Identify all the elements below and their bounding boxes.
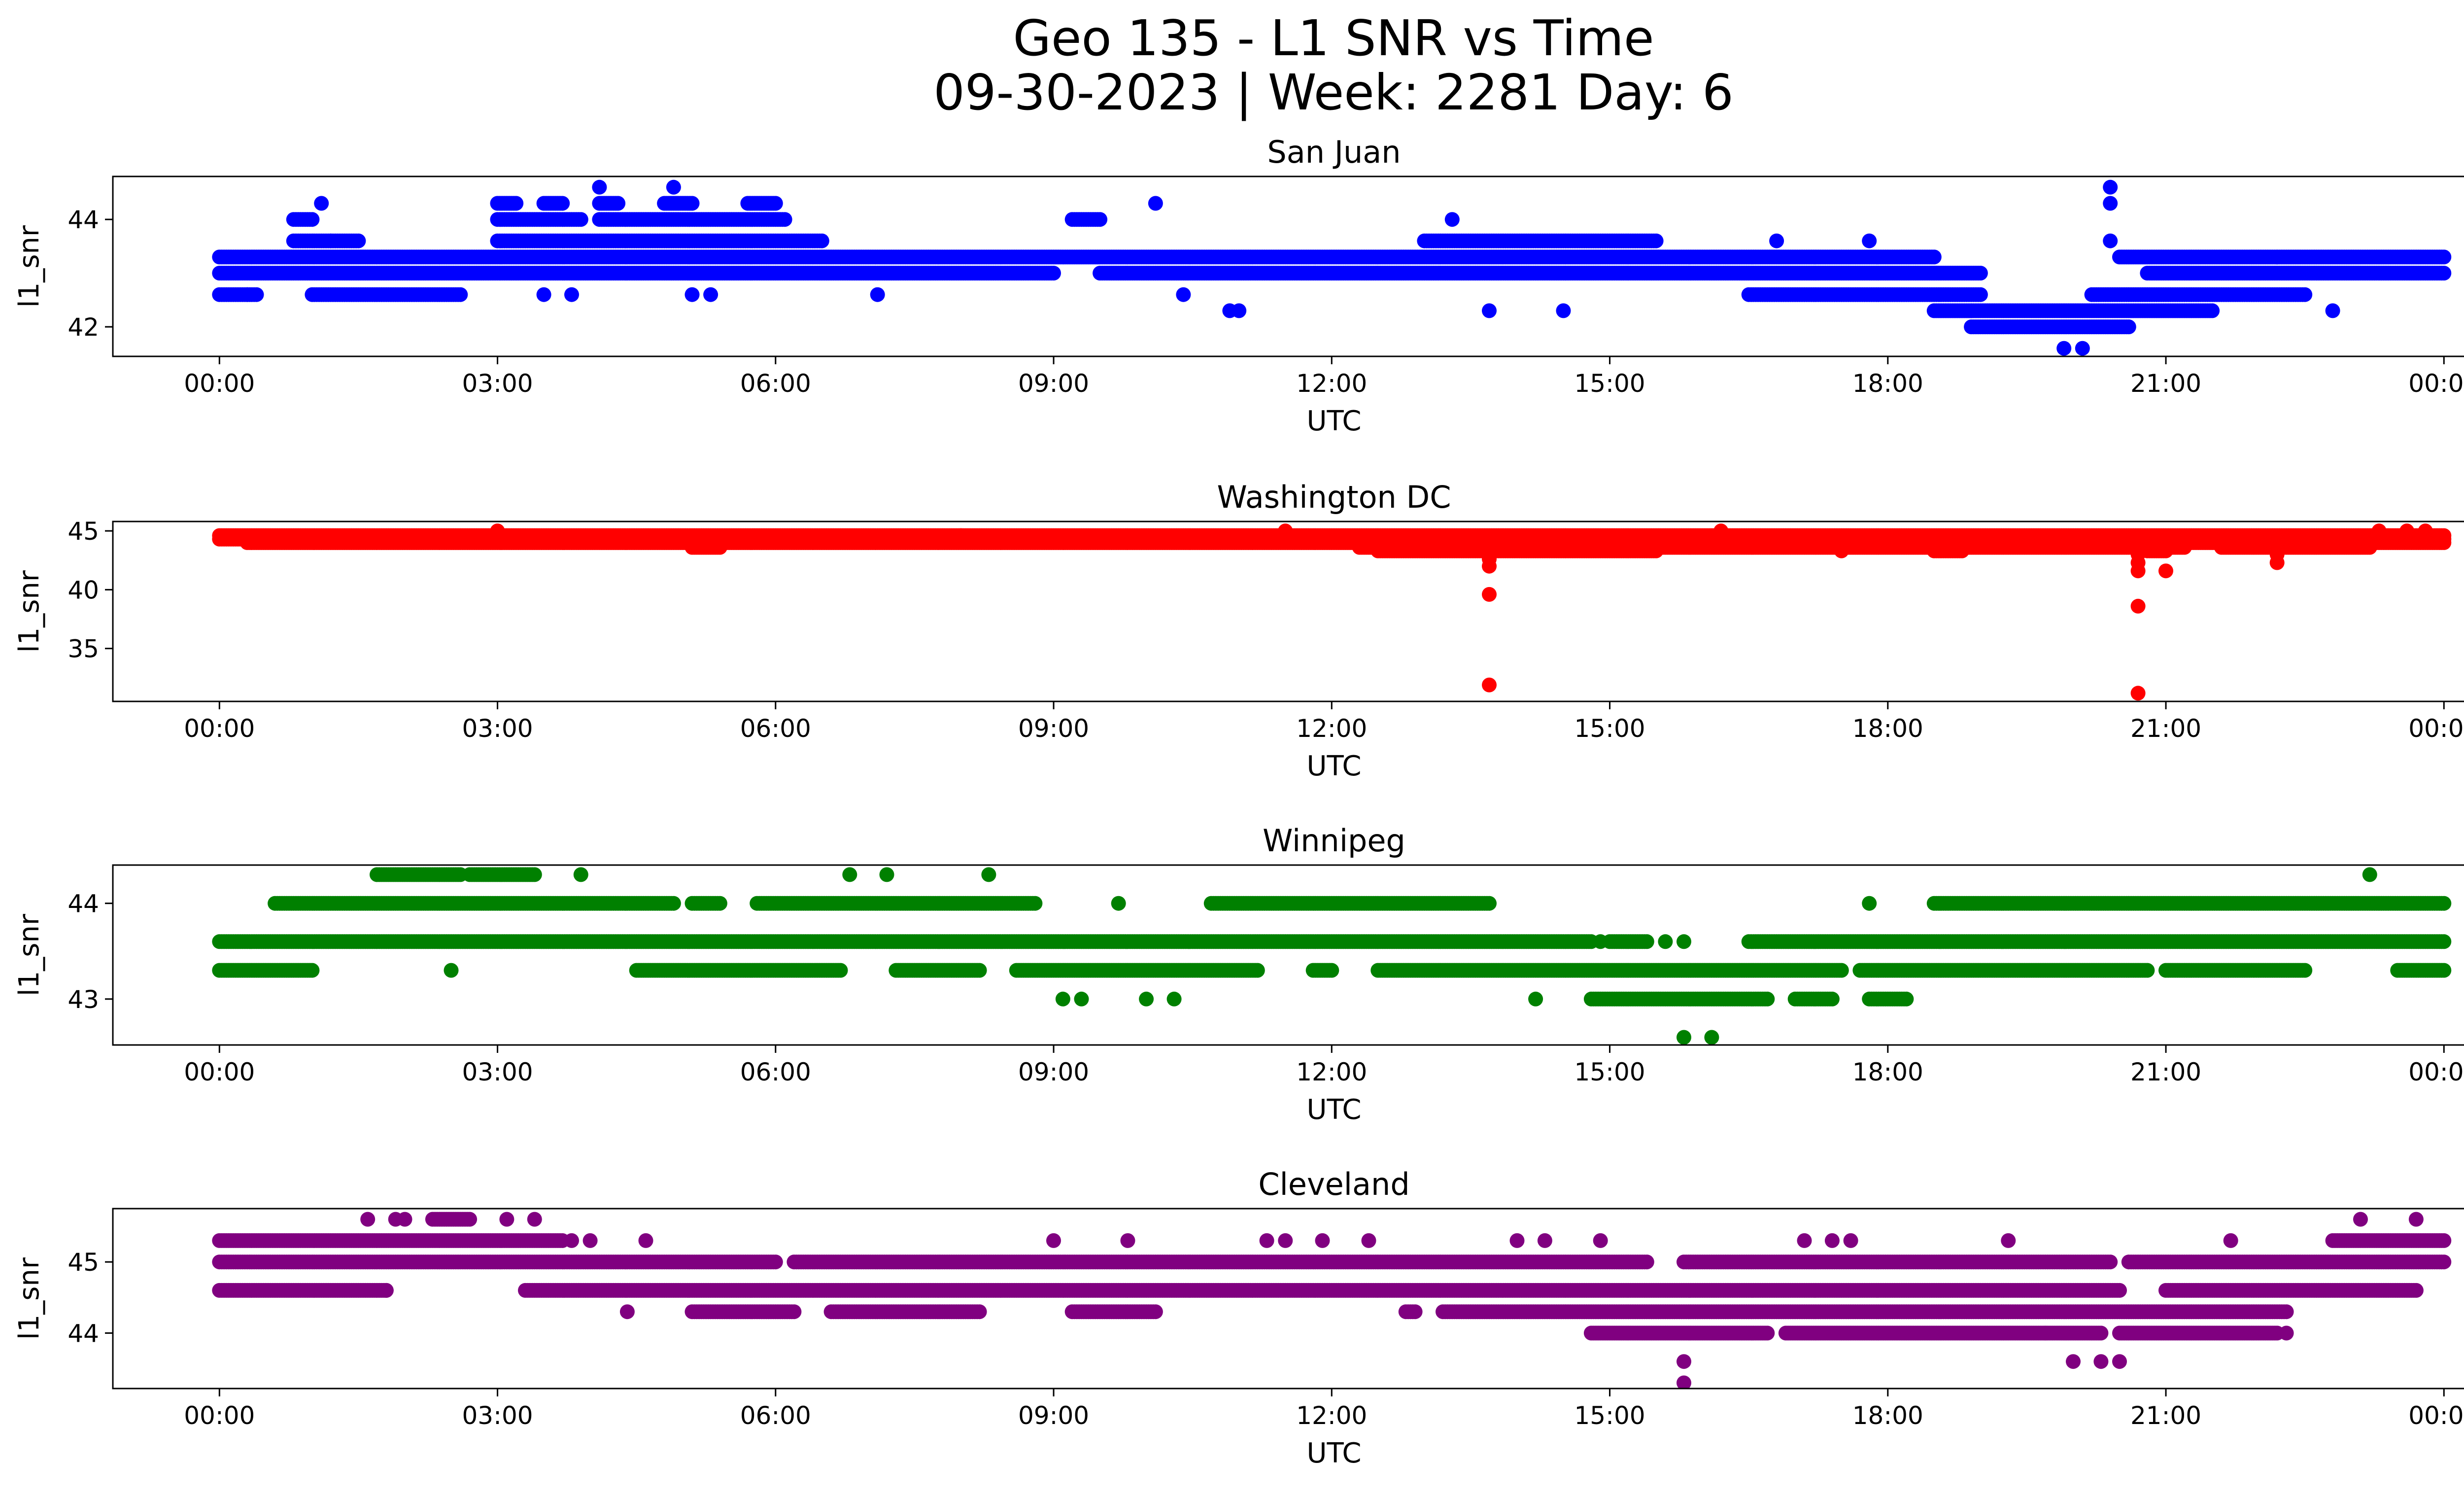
data-point: [555, 196, 570, 211]
figure-subtitle: 09-30-2023 | Week: 2281 Day: 6: [933, 64, 1733, 121]
data-point: [703, 287, 719, 302]
data-point: [684, 196, 700, 211]
x-axis-label: UTC: [1306, 405, 1361, 437]
snr-band: [1964, 319, 2136, 335]
data-point: [2103, 233, 2118, 248]
data-points: [212, 523, 2452, 701]
data-point: [1973, 287, 1988, 302]
snr-band: [286, 212, 1108, 227]
axes-frame: [112, 175, 2464, 357]
data-point: [1046, 266, 1061, 281]
data-point: [592, 179, 607, 195]
data-point: [1648, 233, 1664, 248]
data-point: [2325, 303, 2340, 318]
data-point: [1973, 266, 1988, 281]
data-point: [1444, 212, 1460, 227]
x-tick-label: 21:00: [2130, 369, 2201, 398]
snr-band: [286, 233, 1664, 248]
x-tick-label: 00:00: [184, 369, 255, 398]
data-point: [814, 233, 829, 248]
snr-band: [490, 196, 783, 211]
data-point: [777, 212, 792, 227]
data-point: [453, 287, 468, 302]
data-point: [2205, 303, 2220, 318]
data-point: [2297, 287, 2313, 302]
data-point: [1482, 303, 1497, 318]
x-tick-label: 15:00: [1574, 369, 1645, 398]
data-point: [314, 196, 329, 211]
data-point: [1556, 303, 1571, 318]
x-tick-label: 00:00: [2408, 369, 2464, 398]
data-point: [573, 212, 588, 227]
data-point: [2269, 249, 2285, 265]
data-point: [564, 287, 579, 302]
data-point: [1862, 233, 1877, 248]
y-tick-label: 44: [68, 206, 99, 234]
x-tick-label: 09:00: [1018, 369, 1089, 398]
x-tick-label: 12:00: [1296, 369, 1367, 398]
data-point: [305, 212, 320, 227]
data-point: [1176, 287, 1191, 302]
data-point: [768, 196, 783, 211]
data-point: [1232, 303, 1247, 318]
snr-band: [212, 249, 2452, 265]
panel-title: Washington DC: [1217, 479, 1451, 515]
data-point: [870, 287, 885, 302]
data-point: [323, 233, 338, 248]
snr-band: [212, 287, 2313, 302]
data-point: [2121, 319, 2136, 335]
data-point: [1964, 303, 1979, 318]
data-point: [1769, 233, 1784, 248]
y-axis-label: l1_snr: [13, 225, 45, 308]
data-point: [684, 287, 700, 302]
figure-title: Geo 135 - L1 SNR vs Time: [1013, 9, 1654, 67]
data-point: [2075, 341, 2090, 356]
data-point: [1093, 212, 1108, 227]
data-point: [351, 233, 366, 248]
data-point: [2436, 266, 2452, 281]
data-point: [1926, 249, 1942, 265]
panel-san-juan: San Juan 00:00 03:00 06:00 09:00 12:00 15:00 18…: [13, 134, 2464, 437]
x-tick-label: 06:00: [740, 369, 811, 398]
data-point: [1148, 196, 1163, 211]
subplots: San Juan 00:00 03:00 06:00 09:00 12:00 15:00 18…: [13, 134, 2464, 1469]
data-point: [2056, 341, 2072, 356]
x-tick-label: 18:00: [1852, 369, 1923, 398]
data-point: [2103, 179, 2118, 195]
panel-title: San Juan: [1267, 134, 1401, 170]
data-point: [611, 196, 626, 211]
data-point: [509, 196, 524, 211]
data-point: [2103, 196, 2118, 211]
data-point: [240, 287, 255, 302]
y-tick-label: 42: [68, 313, 99, 342]
data-point: [2436, 249, 2452, 265]
data-points: [212, 179, 2452, 356]
data-point: [536, 287, 551, 302]
snr-band: [212, 266, 2452, 281]
x-tick-label: 03:00: [462, 369, 533, 398]
data-point: [666, 179, 681, 195]
